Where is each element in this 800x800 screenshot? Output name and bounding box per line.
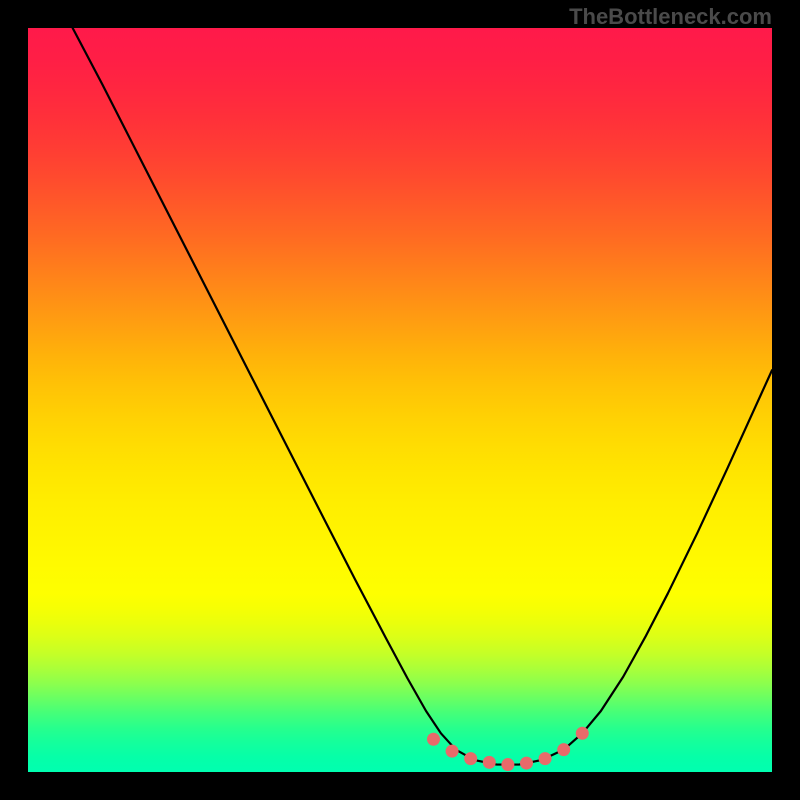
bottleneck-chart [0, 0, 800, 800]
attribution-text: TheBottleneck.com [569, 4, 772, 30]
chart-container: TheBottleneck.com [0, 0, 800, 800]
